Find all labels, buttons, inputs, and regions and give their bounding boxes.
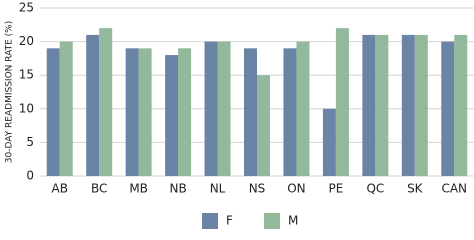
bar — [138, 48, 152, 176]
x-tick-label: CAN — [441, 182, 467, 196]
x-tick-label: SK — [407, 182, 424, 196]
bar — [335, 28, 349, 176]
legend-swatch — [264, 213, 280, 229]
bar — [454, 34, 468, 176]
y-axis-label: 30-DAY READMISSION RATE (%) — [5, 21, 15, 163]
legend-label: M — [288, 214, 298, 228]
bar — [59, 41, 73, 176]
y-tick-label: 15 — [19, 68, 34, 82]
bar — [401, 34, 415, 176]
x-tick-label: PE — [328, 182, 343, 196]
x-tick-label: ON — [287, 182, 305, 196]
y-tick-label: 10 — [19, 101, 34, 115]
y-tick-label: 25 — [19, 1, 34, 15]
y-tick-label: 20 — [19, 34, 34, 48]
x-tick-label: NS — [249, 182, 266, 196]
bar — [46, 48, 60, 176]
legend-swatch — [202, 213, 218, 229]
bar — [296, 41, 310, 176]
x-tick-label: MB — [129, 182, 148, 196]
bar — [217, 41, 231, 176]
bar — [178, 48, 192, 176]
x-tick-label: AB — [52, 182, 68, 196]
bar — [441, 41, 455, 176]
x-tick-label: BC — [91, 182, 107, 196]
bar — [283, 48, 297, 176]
x-tick-label: NB — [169, 182, 186, 196]
bar — [99, 28, 113, 176]
bar — [362, 34, 376, 176]
y-tick-label: 0 — [26, 169, 34, 183]
bar — [375, 34, 389, 176]
chart: 30-DAY READMISSION RATE (%) 0 5 10 15 20 25 AB… — [5, 1, 474, 229]
y-tick-label: 5 — [26, 135, 34, 149]
bar — [414, 34, 428, 176]
bar — [86, 34, 100, 176]
bar — [204, 41, 218, 176]
x-tick-label: NL — [210, 182, 226, 196]
bar — [165, 55, 179, 176]
bar — [322, 108, 336, 176]
legend-label: F — [226, 214, 233, 228]
bar — [125, 48, 139, 176]
x-tick-label: QC — [366, 182, 384, 196]
bar — [257, 75, 270, 176]
bar — [244, 48, 257, 176]
